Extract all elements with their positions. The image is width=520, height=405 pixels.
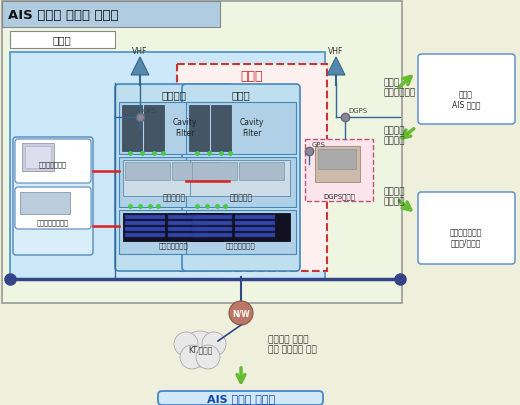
Bar (192, 215, 232, 220)
Polygon shape (131, 58, 149, 76)
Bar (186, 158, 296, 207)
Bar (190, 161, 290, 196)
Bar (125, 228, 165, 231)
Bar (168, 222, 208, 226)
Circle shape (174, 332, 198, 356)
Bar (172, 162, 217, 181)
Text: 기지국제어장치: 기지국제어장치 (159, 242, 189, 249)
Bar (192, 222, 232, 226)
Text: 주장치: 주장치 (231, 90, 250, 100)
Bar (305, 140, 373, 202)
Bar (25, 147, 51, 168)
Bar (189, 106, 209, 151)
Circle shape (202, 332, 226, 356)
Text: 기지국제어장치: 기지국제어장치 (226, 242, 256, 249)
Text: DGPS: DGPS (348, 108, 367, 114)
Circle shape (229, 301, 253, 325)
Text: 선박용
AIS 단말기: 선박용 AIS 단말기 (452, 90, 480, 109)
Bar (168, 233, 208, 237)
Bar (119, 103, 229, 155)
Bar (125, 222, 165, 226)
Text: 송수신장치: 송수신장치 (162, 193, 186, 202)
Bar (122, 106, 142, 151)
Bar (168, 228, 208, 231)
Bar (235, 215, 275, 220)
Text: Filter: Filter (175, 128, 194, 137)
Bar (10, 53, 325, 279)
Text: 위성항법사무소
기준국/감시국: 위성항법사무소 기준국/감시국 (450, 228, 482, 247)
Bar (119, 211, 229, 254)
Bar (10, 32, 115, 49)
Circle shape (182, 331, 218, 367)
Bar (168, 215, 208, 220)
Bar (235, 228, 275, 231)
Bar (192, 233, 232, 237)
Bar (2, 2, 220, 28)
Text: GPS: GPS (143, 108, 157, 114)
Text: KT.전용랜: KT.전용랜 (188, 345, 212, 354)
Bar (125, 233, 165, 237)
Bar (186, 103, 296, 155)
Text: 예비장치: 예비장치 (162, 90, 187, 100)
Text: VHF: VHF (328, 47, 344, 55)
Circle shape (180, 345, 204, 369)
Text: 보정오치
정보송신: 보정오치 정보송신 (383, 126, 405, 145)
FancyBboxPatch shape (115, 85, 233, 271)
Text: Cavity: Cavity (173, 117, 197, 126)
Text: VHF: VHF (132, 47, 148, 55)
Bar (177, 65, 327, 271)
Bar (123, 161, 223, 196)
Bar (2, 2, 402, 303)
Bar (125, 162, 170, 181)
Text: 기지국: 기지국 (53, 35, 71, 45)
Circle shape (196, 345, 220, 369)
FancyBboxPatch shape (15, 140, 91, 183)
Bar (239, 162, 284, 181)
FancyBboxPatch shape (158, 391, 323, 405)
Bar (144, 106, 164, 151)
Bar (211, 106, 231, 151)
Bar (315, 147, 360, 183)
Text: GPS: GPS (312, 142, 326, 148)
Text: AIS 운영국 시스템: AIS 운영국 시스템 (207, 393, 275, 403)
Text: Cavity: Cavity (240, 117, 264, 126)
FancyBboxPatch shape (418, 192, 515, 264)
FancyBboxPatch shape (418, 55, 515, 125)
Text: 무정전전원장치: 무정전전원장치 (39, 161, 67, 168)
FancyBboxPatch shape (182, 85, 300, 271)
Text: 원격전원대여장치: 원격전원대여장치 (37, 219, 69, 226)
Text: 보정된
위치정보수신: 보정된 위치정보수신 (383, 78, 415, 98)
Bar (125, 215, 165, 220)
Bar (192, 228, 232, 231)
Text: DGPS수신기: DGPS수신기 (323, 193, 355, 200)
Text: Filter: Filter (242, 128, 262, 137)
Bar (192, 162, 237, 181)
Bar (22, 144, 54, 172)
Bar (20, 192, 70, 215)
Bar (186, 211, 296, 254)
Text: AIS 이중화 기지국 시스템: AIS 이중화 기지국 시스템 (8, 9, 119, 21)
FancyBboxPatch shape (13, 138, 93, 256)
Bar (190, 213, 290, 241)
Text: 이중화: 이중화 (241, 69, 263, 82)
Text: 보정오치
정보수신: 보정오치 정보수신 (383, 187, 405, 206)
Polygon shape (327, 58, 345, 76)
Text: 보정되어 수신된
선박 위치정보 전송: 보정되어 수신된 선박 위치정보 전송 (268, 335, 317, 354)
Bar (123, 213, 223, 241)
Bar (119, 158, 229, 207)
Bar (318, 149, 356, 170)
Text: N/W: N/W (232, 309, 250, 318)
Bar (235, 233, 275, 237)
Text: 송수신장치: 송수신장치 (229, 193, 253, 202)
Bar (235, 222, 275, 226)
FancyBboxPatch shape (15, 188, 91, 230)
